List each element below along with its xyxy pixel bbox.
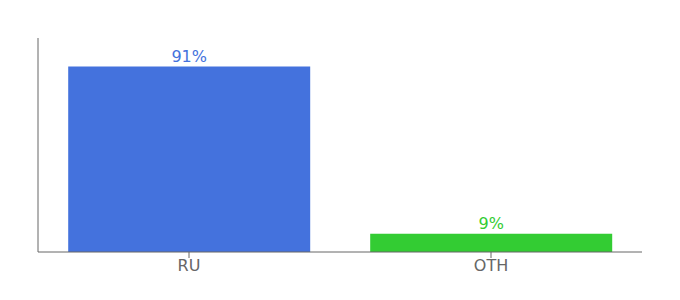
svg-text:9%: 9% bbox=[479, 214, 504, 233]
svg-text:OTH: OTH bbox=[474, 256, 508, 275]
svg-text:RU: RU bbox=[178, 256, 201, 275]
svg-text:91%: 91% bbox=[171, 47, 207, 66]
